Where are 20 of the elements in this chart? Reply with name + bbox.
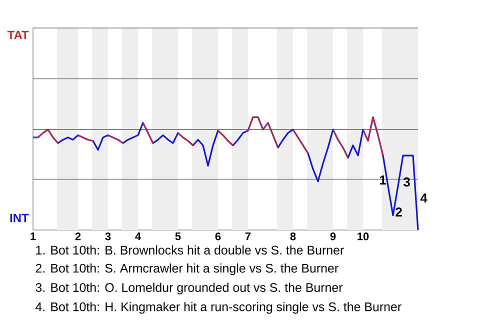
text: 2. Bot 10th: S. Armcrawler hit a single vs S. the Burner: [36, 263, 338, 276]
text: 3. Bot 10th: O. Lomeldur grounded out vs S. the Burner: [36, 282, 343, 294]
text: 1. Bot 10th: B. Brownlocks hit a double vs S. the Burner: [36, 245, 344, 255]
text: TAT: [7, 30, 29, 40]
annotation: 2: [396, 207, 402, 217]
text: INT: [10, 214, 29, 222]
text: 4. Bot 10th: H. Kingmaker hit a run-scoring single vs S. the Burner: [35, 302, 402, 314]
text: 4: [420, 194, 428, 202]
x-tick-label: 6: [215, 232, 221, 240]
annotation: 3: [404, 177, 410, 187]
annotation: 1: [380, 176, 386, 184]
x-tick-label: 1: [30, 232, 36, 240]
x-tick-label: 4: [135, 232, 141, 240]
x-tick-label: 9: [330, 232, 336, 240]
x-tick-label: 3: [105, 232, 111, 240]
x-tick-label: 10: [358, 232, 369, 240]
x-tick-label: 7: [245, 232, 251, 240]
x-tick-label: 5: [175, 232, 181, 240]
x-tick-label: 8: [290, 232, 296, 240]
x-tick-label: 2: [75, 232, 81, 240]
